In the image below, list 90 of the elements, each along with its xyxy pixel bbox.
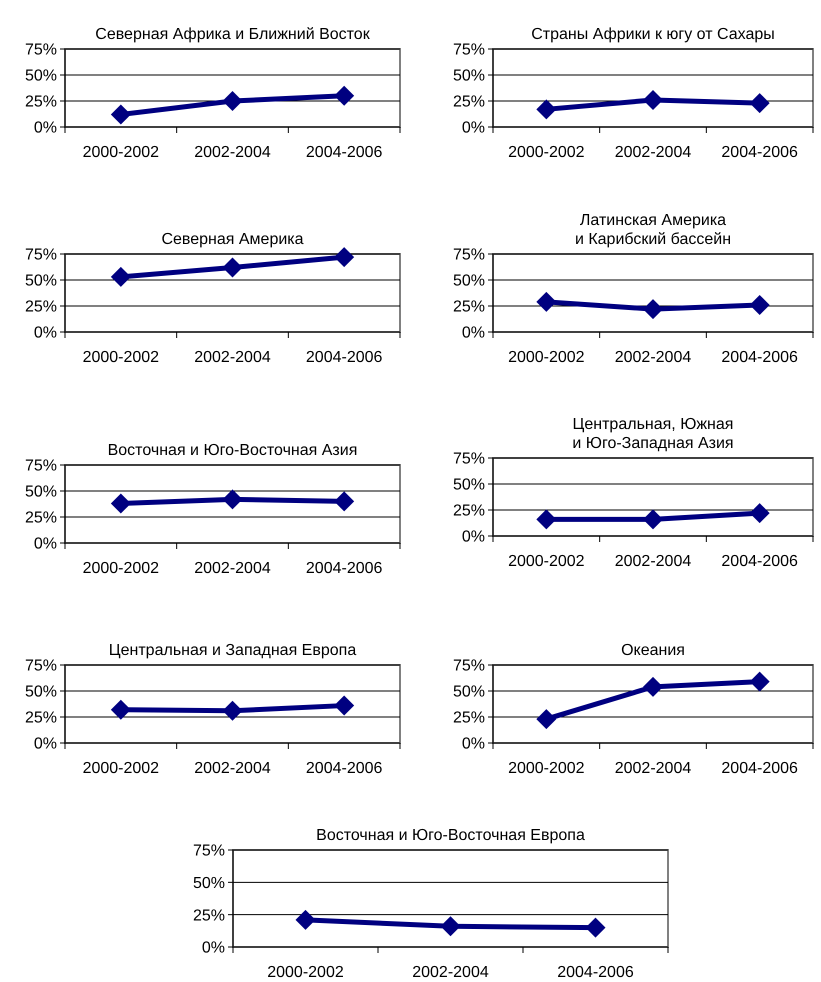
point <box>222 91 242 111</box>
chart-title: Центральная, Южная и Юго-Западная Азия <box>572 416 734 452</box>
x-tick-label: 2002-2004 <box>614 760 692 777</box>
x-tick-label: 2000-2002 <box>508 349 585 366</box>
point <box>110 266 131 287</box>
x-tick-label: 2000-2002 <box>82 560 160 577</box>
y-tick-label: 25% <box>452 502 485 520</box>
point <box>750 294 770 315</box>
y-tick-label: 75% <box>192 842 225 860</box>
y-tick-label: 25% <box>24 298 57 316</box>
y-tick-label: 75% <box>24 42 57 59</box>
x-tick-label: 2002-2004 <box>614 349 692 366</box>
x-tick-label: 2004-2006 <box>306 760 383 777</box>
point <box>334 247 354 268</box>
y-tick-label: 75% <box>24 458 57 475</box>
x-tick-label: 2004-2006 <box>721 144 798 161</box>
x-tick-label: 2002-2004 <box>194 760 271 777</box>
y-tick-label: 50% <box>452 272 485 290</box>
y-tick-label: 50% <box>24 272 57 290</box>
y-tick-label: 75% <box>24 246 57 264</box>
chart-title: Восточная и Юго-Восточная Азия <box>108 442 358 459</box>
chart-title: Океания <box>621 642 685 659</box>
y-tick-label: 0% <box>462 324 485 342</box>
y-tick-label: 25% <box>192 907 225 924</box>
y-tick-label: 50% <box>452 684 485 701</box>
x-tick-label: 2004-2006 <box>557 964 634 981</box>
point <box>536 709 556 730</box>
chart-title: Северная Африка и Ближний Восток <box>95 26 371 43</box>
point <box>536 99 556 120</box>
x-tick-label: 2000-2002 <box>82 349 160 366</box>
chart-title: Северная Америка <box>161 231 304 248</box>
chart-title: Страны Африки к югу от Сахары <box>531 26 775 43</box>
x-tick-label: 2002-2004 <box>412 964 489 981</box>
x-tick-label: 2000-2002 <box>508 144 585 161</box>
y-tick-label: 25% <box>452 710 485 727</box>
x-tick-label: 2000-2002 <box>82 144 160 161</box>
y-tick-label: 0% <box>34 536 57 553</box>
point <box>536 292 556 312</box>
point <box>586 918 606 938</box>
x-tick-label: 2002-2004 <box>194 349 271 366</box>
x-tick-label: 2002-2004 <box>194 144 271 161</box>
y-tick-label: 0% <box>462 528 485 546</box>
y-tick-label: 25% <box>452 298 485 316</box>
y-tick-label: 75% <box>452 42 485 59</box>
point <box>643 90 663 110</box>
y-tick-label: 25% <box>452 94 485 111</box>
x-tick-label: 2004-2006 <box>306 349 383 366</box>
x-tick-label: 2002-2004 <box>614 144 692 161</box>
point <box>110 104 131 125</box>
y-tick-label: 0% <box>462 736 485 753</box>
point <box>440 916 460 936</box>
y-tick-label: 25% <box>24 710 57 727</box>
y-tick-label: 0% <box>34 736 57 753</box>
x-tick-label: 2000-2002 <box>82 760 160 777</box>
x-tick-label: 2004-2006 <box>306 560 383 577</box>
x-tick-label: 2004-2006 <box>721 553 798 570</box>
x-tick-label: 2002-2004 <box>614 553 692 570</box>
point <box>643 299 663 320</box>
point <box>296 910 316 930</box>
x-tick-label: 2000-2002 <box>267 964 344 981</box>
y-tick-label: 50% <box>192 874 225 892</box>
point <box>750 93 770 114</box>
chart-title: Восточная и Юго-Восточная Европа <box>316 827 585 844</box>
x-tick-label: 2000-2002 <box>508 553 585 570</box>
point <box>750 672 770 692</box>
x-tick-label: 2004-2006 <box>721 760 798 777</box>
y-tick-label: 0% <box>34 324 57 342</box>
y-tick-label: 25% <box>24 94 57 111</box>
y-tick-label: 50% <box>24 684 57 701</box>
chart-title: Центральная и Западная Европа <box>108 642 356 659</box>
y-tick-label: 0% <box>462 120 485 137</box>
y-tick-label: 50% <box>24 68 57 85</box>
x-tick-label: 2000-2002 <box>508 760 585 777</box>
y-tick-label: 25% <box>24 510 57 527</box>
y-tick-label: 0% <box>34 120 57 137</box>
x-tick-label: 2004-2006 <box>721 349 798 366</box>
point <box>334 86 354 106</box>
x-tick-label: 2004-2006 <box>306 144 383 161</box>
y-tick-label: 0% <box>202 940 225 957</box>
chart-title: Латинская Америка и Карибский бассейн <box>574 212 732 248</box>
x-tick-label: 2002-2004 <box>194 560 271 577</box>
y-tick-label: 75% <box>452 658 485 675</box>
y-tick-label: 50% <box>452 476 485 494</box>
y-tick-label: 75% <box>24 658 57 675</box>
point <box>643 676 663 697</box>
y-tick-label: 50% <box>24 484 57 501</box>
y-tick-label: 50% <box>452 68 485 85</box>
y-tick-label: 75% <box>452 450 485 468</box>
y-tick-label: 75% <box>452 246 485 264</box>
point <box>222 258 242 278</box>
